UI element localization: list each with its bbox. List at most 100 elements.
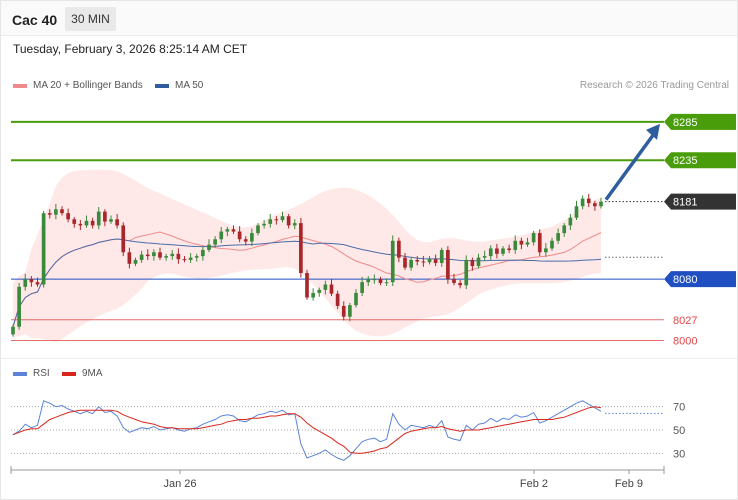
instrument-name: Cac 40: [12, 12, 58, 28]
candle: [415, 259, 420, 262]
candle: [145, 254, 150, 257]
candle: [207, 244, 211, 250]
candle: [397, 240, 401, 258]
candle: [213, 239, 217, 245]
copyright-text: Research © 2026 Trading Central: [579, 80, 729, 91]
candle: [580, 198, 585, 207]
candle: [23, 279, 28, 287]
candle: [90, 220, 95, 226]
timeframe-button[interactable]: 30 MIN: [65, 7, 116, 31]
candle: [439, 249, 444, 264]
chart-toolbar: Cac 40 30 MIN: [1, 1, 737, 36]
forecast-arrow-head: [646, 123, 660, 140]
candle: [262, 223, 266, 226]
candle: [11, 326, 15, 335]
level-label-3: 8080: [673, 274, 697, 286]
candle: [243, 239, 248, 242]
candle: [531, 233, 536, 243]
candle: [354, 292, 358, 306]
level-label-1: 8235: [673, 155, 697, 167]
legend-label-9ma: 9MA: [82, 368, 103, 379]
rsi-level-label-2: 30: [673, 448, 685, 460]
time-tick-label-0: Jan 26: [163, 478, 196, 490]
legend-swatch-rsi: [13, 371, 27, 376]
rsi-line: [12, 400, 602, 461]
level-label-2: 8181: [673, 197, 697, 209]
candle: [60, 209, 64, 214]
candle: [286, 216, 291, 226]
candle: [182, 259, 187, 261]
candle: [164, 256, 168, 258]
legend-swatch-ma20: [13, 83, 27, 88]
candle: [237, 231, 242, 240]
candle: [219, 231, 224, 240]
candle: [41, 213, 46, 285]
support-tag-3: [664, 271, 736, 288]
resistance-tag-0: [664, 113, 736, 130]
candle: [292, 223, 297, 226]
candle: [568, 217, 573, 226]
candle: [384, 282, 389, 284]
candle: [103, 211, 107, 222]
candle: [66, 213, 70, 220]
candle: [593, 203, 597, 207]
candle: [574, 206, 579, 218]
legend-rsi: RSI: [13, 368, 50, 379]
candle: [427, 259, 432, 263]
candle: [201, 249, 205, 257]
candle: [446, 249, 450, 280]
candle: [152, 252, 156, 257]
candle: [274, 219, 279, 221]
candle: [127, 252, 132, 264]
candle: [599, 201, 603, 207]
candle: [366, 279, 371, 283]
candle: [372, 279, 377, 281]
candle: [550, 240, 554, 249]
candle: [482, 256, 487, 258]
candle: [268, 219, 273, 224]
candle: [378, 279, 383, 283]
resistance-tag-1: [664, 152, 736, 169]
candle: [115, 219, 119, 226]
candle: [133, 259, 138, 264]
candle: [513, 240, 518, 250]
candle: [35, 282, 40, 285]
candle: [537, 233, 542, 253]
panel-separator: [1, 358, 737, 359]
ma50-line: [12, 238, 602, 327]
candle: [299, 223, 303, 273]
timestamp: Tuesday, February 3, 2026 8:25:14 AM CET: [13, 42, 248, 56]
candle: [329, 284, 334, 294]
legend-label-ma50: MA 50: [175, 80, 204, 91]
legend-9ma: 9MA: [62, 368, 103, 379]
candle: [47, 213, 52, 215]
candle: [501, 248, 505, 254]
candle: [250, 233, 254, 242]
candle: [311, 292, 315, 298]
candle: [121, 225, 126, 253]
candle: [17, 286, 21, 327]
candle: [188, 257, 193, 260]
candle: [280, 216, 285, 221]
price-tag: [664, 193, 736, 210]
legend-bollinger: MA 20 + Bollinger Bands: [13, 80, 143, 91]
candle: [586, 198, 591, 204]
candle: [348, 305, 352, 317]
time-tick-label-1: Feb 2: [520, 478, 548, 490]
candle: [470, 259, 475, 267]
candle: [562, 225, 567, 234]
level-label-4: 8027: [673, 315, 697, 327]
legend-swatch-ma50: [155, 83, 169, 88]
candle: [544, 248, 548, 253]
candle: [507, 248, 511, 250]
candle: [194, 256, 199, 258]
candle: [452, 279, 456, 283]
level-label-0: 8285: [673, 117, 697, 129]
rsi-level-label-1: 50: [673, 425, 685, 437]
candle: [170, 253, 175, 257]
level-label-5: 8000: [673, 335, 697, 347]
candle: [256, 225, 260, 234]
candle: [464, 259, 469, 286]
candle: [305, 272, 309, 298]
